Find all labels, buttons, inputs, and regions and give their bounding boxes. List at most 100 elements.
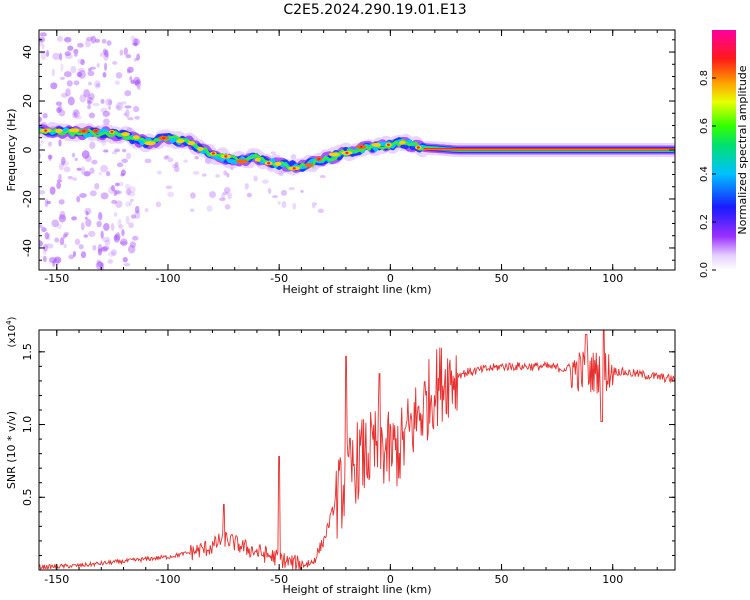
spectral-noise (40, 51, 47, 61)
spectral-noise (115, 232, 121, 241)
spectral-noise (61, 156, 66, 166)
spectral-noise (73, 53, 78, 57)
spectral-noise (132, 38, 140, 46)
spectral-noise (53, 256, 62, 264)
spectral-noise (71, 152, 76, 158)
bottom-x-axis-label: Height of straight line (km) (282, 583, 431, 596)
spectral-noise (56, 179, 63, 183)
spectral-noise (129, 198, 134, 202)
spectral-noise (144, 208, 149, 213)
spectral-noise (113, 189, 118, 197)
spectral-noise (121, 158, 128, 164)
spectral-noise (223, 187, 231, 194)
spectral-noise (114, 148, 121, 153)
spectral-noise (117, 218, 122, 228)
spectral-noise (89, 141, 96, 150)
spectral-noise (118, 224, 124, 230)
spectral-noise (163, 155, 168, 160)
spectral-peak (55, 128, 63, 133)
spectral-noise (129, 76, 133, 81)
spectral-noise (85, 38, 91, 48)
spectral-noise (77, 58, 85, 65)
spectral-noise (67, 96, 75, 106)
spectral-noise (96, 261, 104, 267)
spectral-noise (75, 115, 82, 120)
spectral-noise (73, 48, 79, 55)
spectral-noise (134, 79, 142, 88)
top-y-tick-label: -20 (21, 190, 34, 208)
spectral-noise (155, 201, 162, 208)
spectral-noise (39, 190, 46, 195)
spectral-noise (92, 244, 97, 251)
spectral-peak (386, 143, 390, 146)
spectral-noise (67, 45, 74, 51)
spectral-noise (221, 193, 226, 200)
colorbar-tick-label: 0.0 (699, 262, 710, 278)
spectral-noise (44, 232, 50, 240)
spectral-noise (120, 238, 128, 247)
spectral-noise (165, 185, 173, 190)
spectral-noise (300, 189, 304, 193)
spectral-noise (167, 191, 175, 198)
spectral-noise (174, 161, 179, 168)
spectral-noise (134, 115, 140, 120)
spectral-noise (87, 100, 92, 105)
spectral-noise (206, 205, 213, 212)
bottom-x-tick-label: 0 (387, 573, 394, 586)
top-y-tick-label: 40 (21, 45, 34, 59)
spectral-noise (111, 249, 117, 256)
spectral-noise (100, 246, 108, 252)
top-y-tick-label: -40 (21, 239, 34, 257)
spectral-noise (125, 54, 132, 59)
spectral-noise (72, 109, 80, 116)
spectral-noise (89, 66, 97, 70)
spectral-noise (311, 202, 318, 206)
spectral-noise (112, 61, 118, 65)
spectral-noise (246, 192, 252, 198)
spectral-noise (90, 35, 97, 44)
spectral-noise (39, 116, 42, 123)
spectral-noise (107, 259, 114, 264)
spectral-noise (103, 222, 110, 231)
spectral-noise (89, 167, 95, 174)
spectral-noise (226, 172, 230, 178)
spectral-noise (51, 219, 59, 228)
spectral-noise (84, 207, 92, 215)
spectral-peak (274, 161, 282, 166)
spectral-noise (108, 186, 115, 195)
spectral-noise (119, 241, 128, 245)
spectral-noise (59, 52, 63, 61)
spectral-noise (222, 191, 229, 196)
spectral-noise (218, 197, 226, 202)
spectral-noise (59, 76, 66, 80)
spectral-noise (89, 190, 97, 197)
spectral-noise (68, 254, 75, 260)
snr-panel: -150 -100 -50 0 50 100 0.5 1.0 1.5 Height of str… (5, 316, 676, 596)
spectral-noise (56, 181, 62, 190)
spectral-peak (224, 155, 228, 158)
spectral-noise (215, 174, 220, 178)
spectral-peak (235, 159, 248, 164)
spectral-noise (102, 236, 111, 243)
spectral-noise (78, 69, 86, 79)
spectral-noise (116, 162, 124, 168)
spectral-noise (104, 49, 109, 58)
spectral-noise (63, 243, 67, 249)
spectral-noise (102, 110, 110, 117)
spectral-noise (132, 235, 139, 241)
spectral-noise (65, 88, 71, 97)
spectral-noise (80, 222, 85, 231)
spectral-peak (144, 141, 156, 146)
spectral-noise (76, 195, 81, 203)
spectral-peak (359, 145, 363, 149)
spectral-noise (124, 183, 131, 190)
spectral-noise (136, 86, 141, 90)
spectral-noise (134, 205, 140, 214)
spectral-peak (317, 157, 321, 161)
spectral-noise (171, 163, 177, 169)
spectral-noise (127, 117, 134, 121)
spectral-peak (292, 167, 296, 170)
spectral-noise (39, 240, 43, 247)
spectral-noise (86, 96, 92, 103)
spectral-noise (136, 53, 141, 61)
